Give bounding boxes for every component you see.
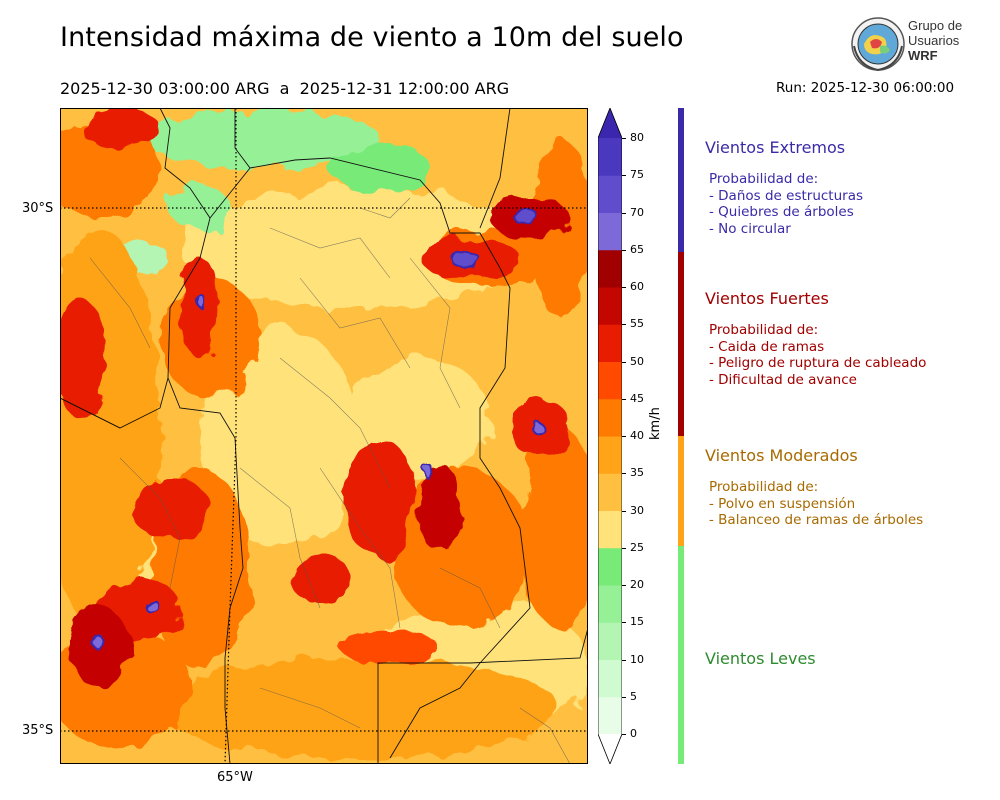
chart-title: Intensidad máxima de viento a 10m del su…: [60, 22, 684, 53]
colorbar-tick-label: 40: [630, 429, 644, 442]
colorbar-tick-label: 5: [630, 689, 637, 703]
colorbar-unit: km/h: [648, 407, 663, 440]
colorbar-segment: [598, 510, 622, 549]
colorbar-min-extension: [598, 734, 622, 764]
colorbar-segment: [598, 361, 622, 400]
colorbar-tick-mark: [622, 510, 626, 512]
colorbar-tick-mark: [622, 287, 626, 288]
colorbar-tick-label: 45: [630, 391, 644, 405]
colorbar-tick-label: 20: [630, 578, 644, 591]
colorbar-tick-mark: [622, 659, 626, 661]
wind-map: [60, 108, 588, 764]
colorbar-segment: [598, 622, 622, 660]
colorbar-tick-label: 80: [630, 131, 644, 144]
band-strong: [678, 252, 684, 436]
band-light: [678, 546, 684, 764]
colorbar-segment: [598, 473, 622, 511]
lat-label-35s: 35°S: [22, 723, 54, 738]
colorbar-tick-mark: [622, 547, 626, 549]
colorbar-tick-label: 35: [630, 466, 644, 480]
category-extreme: Vientos Extremos Probabilidad de: - Daño…: [705, 138, 864, 237]
colorbar-segment: [598, 659, 622, 698]
colorbar-tick-mark: [622, 696, 626, 698]
category-moderate: Vientos Moderados Probabilidad de: - Pol…: [705, 446, 924, 528]
colorbar-segment: [598, 696, 622, 735]
colorbar-tick-mark: [622, 585, 626, 586]
colorbar-tick-label: 10: [630, 652, 644, 666]
colorbar-tick-label: 25: [630, 540, 644, 554]
colorbar-tick-label: 55: [630, 317, 644, 331]
colorbar-segment: [598, 287, 622, 325]
colorbar-segment: [598, 585, 622, 623]
colorbar: [598, 108, 622, 764]
colorbar-segment: [598, 249, 622, 288]
colorbar-tick-mark: [622, 473, 626, 475]
colorbar-tick-mark: [622, 398, 626, 400]
colorbar-tick-mark: [622, 138, 626, 139]
colorbar-tick-label: 75: [630, 168, 644, 182]
colorbar-tick-label: 15: [630, 615, 644, 629]
wind-extreme-cells: [91, 208, 546, 649]
colorbar-segment: [598, 324, 622, 362]
province-borders: [60, 108, 588, 764]
run-time: Run: 2025-12-30 06:00:00: [776, 80, 955, 96]
colorbar-tick-mark: [622, 212, 626, 214]
colorbar-segment: [598, 138, 622, 176]
colorbar-tick-mark: [622, 324, 626, 326]
colorbar-tick-mark: [622, 361, 626, 363]
category-light: Vientos Leves: [705, 649, 816, 668]
lon-label-65w: 65°W: [217, 770, 253, 785]
colorbar-tick-label: 0: [630, 727, 637, 740]
colorbar-tick-mark: [622, 249, 626, 251]
lat-label-30s: 30°S: [22, 201, 54, 216]
wrf-logo: Grupo de Usuarios WRF: [850, 16, 975, 72]
globe-logo-icon: [851, 17, 905, 72]
colorbar-segment: [598, 175, 622, 213]
colorbar-segment: [598, 547, 622, 586]
band-moderate: [678, 436, 684, 546]
colorbar-tick-mark: [622, 436, 626, 437]
colorbar-tick-label: 65: [630, 242, 644, 256]
graticule: [60, 108, 588, 764]
colorbar-tick-label: 60: [630, 280, 644, 293]
wind-field-contours: [60, 108, 588, 758]
colorbar-tick-mark: [622, 175, 626, 177]
logo-text: Grupo de Usuarios WRF: [908, 18, 963, 63]
forecast-period: 2025-12-30 03:00:00 ARG a 2025-12-31 12:…: [60, 79, 510, 98]
colorbar-tick-label: 30: [630, 503, 644, 517]
colorbar-segment: [598, 212, 622, 251]
colorbar-tick-label: 50: [630, 354, 644, 368]
colorbar-segment: [598, 398, 622, 437]
band-extreme: [678, 108, 684, 252]
department-borders: [89, 197, 571, 764]
colorbar-segment: [598, 436, 622, 474]
category-strong: Vientos Fuertes Probabilidad de: - Caida…: [705, 289, 927, 388]
colorbar-max-extension: [598, 108, 622, 138]
colorbar-tick-mark: [622, 622, 626, 624]
colorbar-tick-label: 70: [630, 205, 644, 219]
map-frame: [60, 108, 588, 764]
colorbar-tick-mark: [622, 734, 626, 735]
